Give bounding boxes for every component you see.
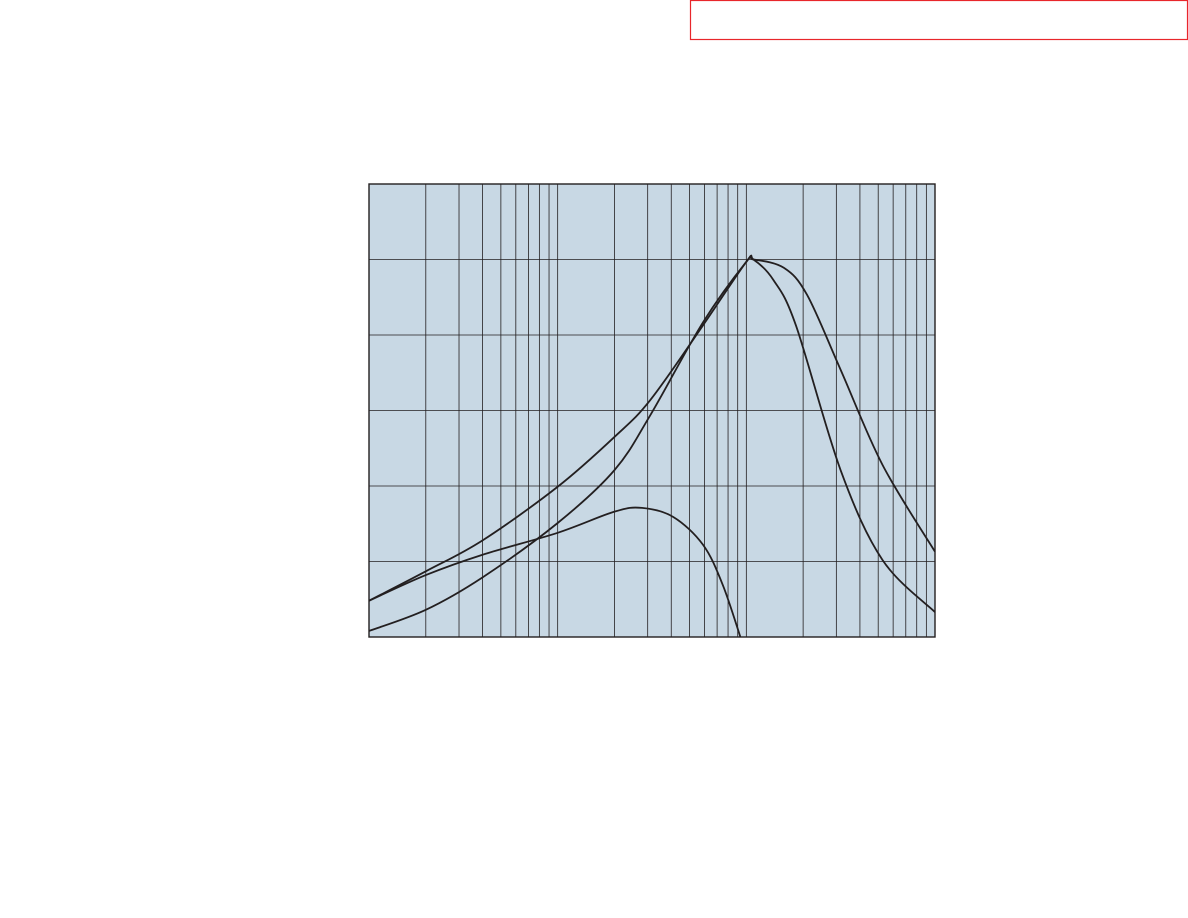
empty-field (689, 0, 1188, 41)
curve (369, 254, 935, 632)
plot-frame (368, 183, 936, 638)
curve (369, 506, 742, 637)
curve (369, 255, 935, 602)
